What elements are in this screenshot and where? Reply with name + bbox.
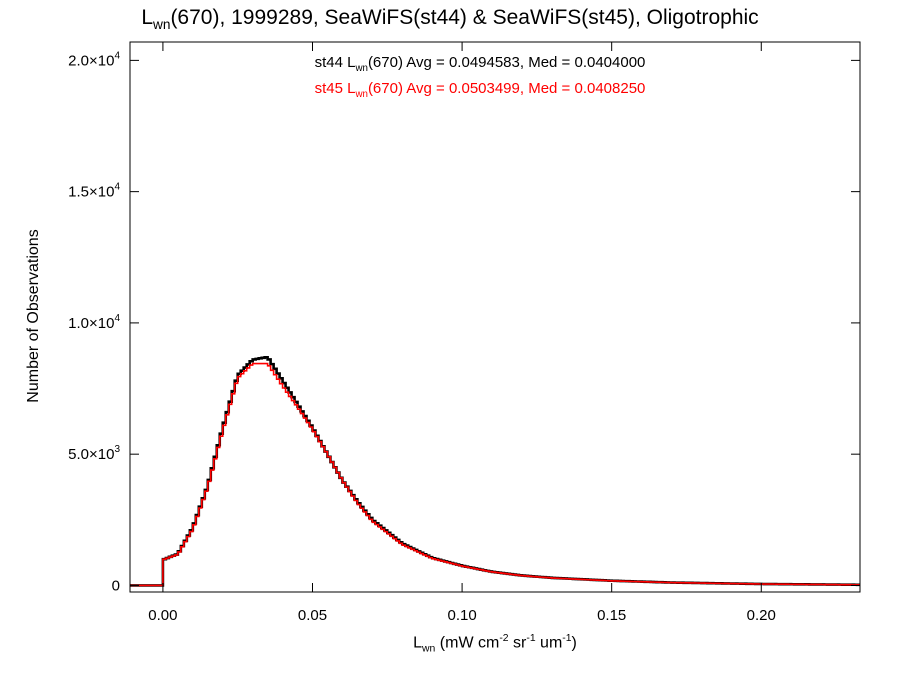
st45-stats-annotation: st45 Lwn(670) Avg = 0.0503499, Med = 0.0… xyxy=(314,80,646,100)
x-tick-label: 0.10 xyxy=(447,607,476,624)
x-tick-label: 0.05 xyxy=(298,607,327,624)
y-tick-label: 2.0×104 xyxy=(68,50,120,69)
series-line-st44 xyxy=(130,356,860,587)
y-tick-label: 0 xyxy=(112,577,120,594)
series-line-st45 xyxy=(130,362,860,587)
y-tick-label: 1.0×104 xyxy=(68,313,120,332)
chart-title: Lwn(670), 1999289, SeaWiFS(st44) & SeaWi… xyxy=(141,6,759,33)
y-tick-label: 1.5×104 xyxy=(68,182,120,201)
series-layer xyxy=(130,356,860,587)
x-axis-label: Lwn (mW cm-2 sr-1 um-1) xyxy=(413,633,577,655)
x-tick-label: 0.00 xyxy=(148,607,177,624)
y-tick-label: 5.0×103 xyxy=(68,444,120,463)
y-axis-label: Number of Observations xyxy=(25,229,42,403)
st44-stats-annotation: st44 Lwn(670) Avg = 0.0494583, Med = 0.0… xyxy=(314,54,646,74)
plot-frame xyxy=(129,41,861,593)
ticks-layer: 0.00 0.05 0.10 0.15 0.20 0 5.0×103 1.0×104 1.5×1… xyxy=(68,42,860,624)
x-tick-label: 0.15 xyxy=(597,607,626,624)
x-tick-label: 0.20 xyxy=(747,607,776,624)
